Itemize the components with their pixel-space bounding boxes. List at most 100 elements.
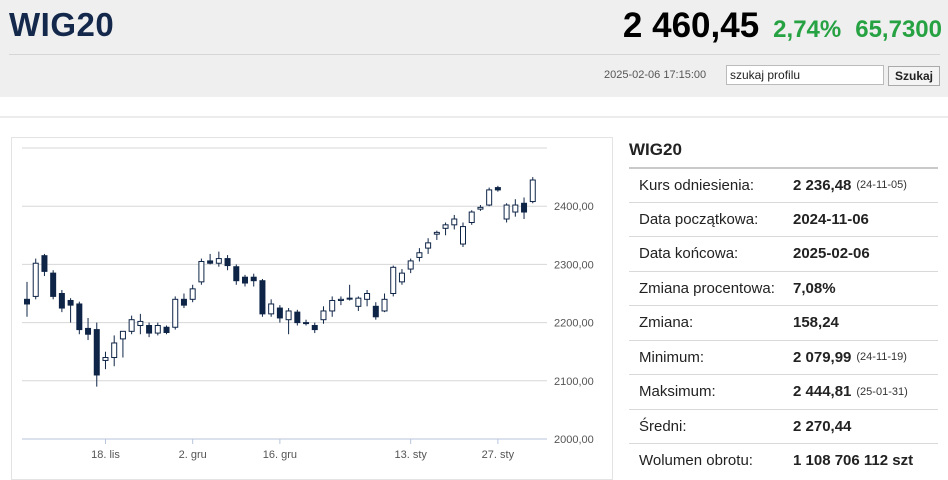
candle-up [355,297,362,307]
stats-table: Kurs odniesienia: 2 236,48 (24-11-05) Data … [629,167,938,478]
candle-up [381,298,388,312]
stats-label: Data początkowa: [639,210,759,228]
candle-up [285,310,292,321]
candle-down [311,325,318,331]
candle-up [477,206,484,210]
candle-up [529,179,536,203]
stats-row: Średni: 2 270,44 [629,408,938,444]
candle-up [460,226,466,245]
candle-down [67,299,74,306]
stats-row: Minimum: 2 079,99 (24-11-19) [629,339,938,375]
stats-label: Kurs odniesienia: [639,176,755,194]
candle-down [76,303,83,331]
stats-row: Data początkowa: 2024-11-06 [629,201,938,237]
candle-down [250,276,257,282]
y-tick-label: 2400,00 [554,201,594,213]
candle-up [416,252,423,258]
stats-label: Zmiana procentowa: [639,279,775,297]
x-tick-label: 16. gru [263,449,297,461]
candle-down [93,329,100,376]
candle-down [41,255,48,272]
search-button[interactable]: Szukaj [888,66,940,86]
candle-down [259,280,266,315]
stats-label: Minimum: [639,348,705,366]
candle-up [451,218,458,226]
stats-value: 158,24 [793,314,839,332]
candle-down [163,326,170,333]
candle-up [486,189,493,206]
candle-down [372,305,379,318]
candle-up [390,266,397,294]
stats-date-note: (24-11-19) [856,351,907,364]
candle-up [364,293,371,300]
stats-title: WIG20 [629,140,682,159]
candle-down [50,272,57,297]
candle-up [189,288,196,300]
candle-down [58,293,65,309]
x-tick-label: 27. sty [482,449,515,461]
candle-down [276,307,283,319]
candle-up [433,231,440,235]
stats-row: Zmiana procentowa: 7,08% [629,270,938,306]
candle-up [442,224,449,229]
candle-up [215,258,222,264]
quote-summary: 2 460,45 2,74% 65,7300 [623,6,942,46]
candle-up [172,298,179,328]
index-name: WIG20 [9,6,115,43]
candle-up [468,211,475,223]
candle-up [346,297,353,300]
stats-value: 7,08% [793,279,836,297]
stats-row: Data końcowa: 2025-02-06 [629,236,938,271]
stats-date-note: (24-11-05) [856,179,907,192]
x-tick-label: 13. sty [394,449,427,461]
candle-down [494,187,501,191]
price-chart: 2000,00 2100,00 2200,00 2300,00 2400,00 18. l… [11,137,613,480]
stats-row: Wolumen obrotu: 1 108 706 112 szt [629,443,938,478]
stats-row: Kurs odniesienia: 2 236,48 (24-11-05) [629,167,938,202]
candle-up [137,320,144,327]
candle-up [503,204,510,220]
candle-down [24,298,30,305]
candle-up [303,322,310,325]
candle-up [32,262,39,297]
candle-down [521,202,528,213]
candle-up [268,303,275,315]
stats-value: 2 270,44 [793,417,852,435]
quote-header: WIG20 2 460,45 2,74% 65,7300 2025-02-06 … [0,0,948,97]
candle-down [224,258,231,267]
stats-label: Wolumen obrotu: [639,452,753,470]
stats-row: Zmiana: 158,24 [629,305,938,340]
stats-label: Zmiana: [639,314,694,332]
candle-down [207,260,214,264]
candle-up [119,330,126,340]
y-tick-label: 2200,00 [554,318,594,330]
candle-up [407,260,414,270]
stats-label: Średni: [639,417,687,435]
candle-up [425,242,432,249]
candle-down [294,311,301,324]
quote-timestamp: 2025-02-06 17:15:00 [604,69,707,81]
candle-up [198,260,205,283]
stats-value: 2 236,48 [793,176,852,194]
candle-up [102,357,109,361]
candle-up [337,298,344,301]
candle-down [146,325,153,334]
x-tick-label: 18. lis [91,449,120,461]
stats-label: Maksimum: [639,383,716,401]
stats-value: 2025-02-06 [793,245,870,263]
stats-value: 1 108 706 112 szt [793,452,914,470]
x-tick-label: 2. gru [179,449,207,461]
profile-search-input[interactable] [726,65,884,85]
stats-value: 2 444,81 [793,383,852,401]
stats-value: 2024-11-06 [793,210,869,228]
candle-down [85,327,92,335]
candle-down [180,298,187,306]
stats-row: Maksimum: 2 444,81 (25-01-31) [629,374,938,409]
candle-up [512,204,519,213]
candle-up [154,325,161,334]
candle-up [320,310,327,321]
candle-up [128,319,135,332]
current-price: 2 460,45 [622,6,760,45]
candle-up [111,342,118,359]
stats-value: 2 079,99 [793,348,852,366]
